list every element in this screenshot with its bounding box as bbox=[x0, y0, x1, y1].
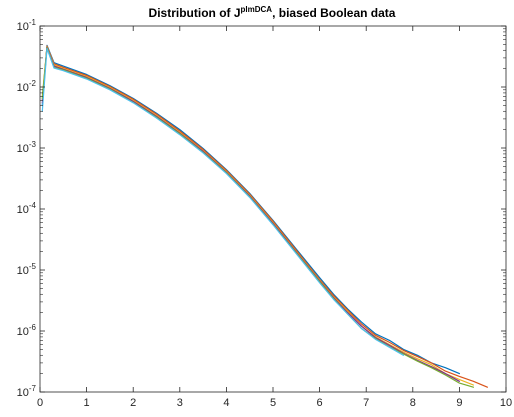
x-tick-label: 8 bbox=[410, 397, 416, 409]
chart-title-suffix: , biased Boolean data bbox=[272, 6, 396, 20]
y-tick-label: 10-2 bbox=[17, 79, 37, 94]
y-tick-label: 10-7 bbox=[17, 384, 37, 399]
x-tick-label: 10 bbox=[500, 397, 512, 409]
series-line-5 bbox=[41, 47, 474, 388]
y-tick-label: 10-3 bbox=[17, 140, 37, 155]
x-tick-label: 4 bbox=[223, 397, 229, 409]
axes-layer: 0 1 2 3 4 5 6 7 8 9 10 10-7 10-6 10-5 10-4 10-3 10-2 10-1 bbox=[17, 18, 513, 409]
y-tick-label: 10-5 bbox=[17, 262, 37, 277]
x-tick-label: 0 bbox=[37, 397, 43, 409]
plot-area-box bbox=[39, 25, 507, 393]
x-tick-label: 9 bbox=[456, 397, 462, 409]
x-tick-label: 6 bbox=[317, 397, 323, 409]
series-line-2 bbox=[41, 45, 488, 388]
series-line-3 bbox=[41, 46, 474, 386]
y-tick-label: 10-6 bbox=[17, 323, 37, 338]
chart-title: Distribution of JplmDCA, biased Boolean … bbox=[149, 5, 396, 20]
x-tick-label: 7 bbox=[363, 397, 369, 409]
x-tick-label: 5 bbox=[270, 397, 276, 409]
chart-title-superscript: plmDCA bbox=[241, 5, 273, 14]
y-tick-label: 10-1 bbox=[17, 18, 37, 33]
series-line-4 bbox=[41, 46, 460, 382]
series-layer bbox=[41, 44, 488, 388]
series-line-1 bbox=[41, 44, 460, 375]
chart-title-prefix: Distribution of J bbox=[149, 6, 241, 20]
series-line-6 bbox=[41, 47, 405, 356]
x-tick-label: 1 bbox=[84, 397, 90, 409]
y-tick-label: 10-4 bbox=[17, 201, 37, 216]
x-tick-label: 3 bbox=[177, 397, 183, 409]
x-tick-label: 2 bbox=[130, 397, 136, 409]
